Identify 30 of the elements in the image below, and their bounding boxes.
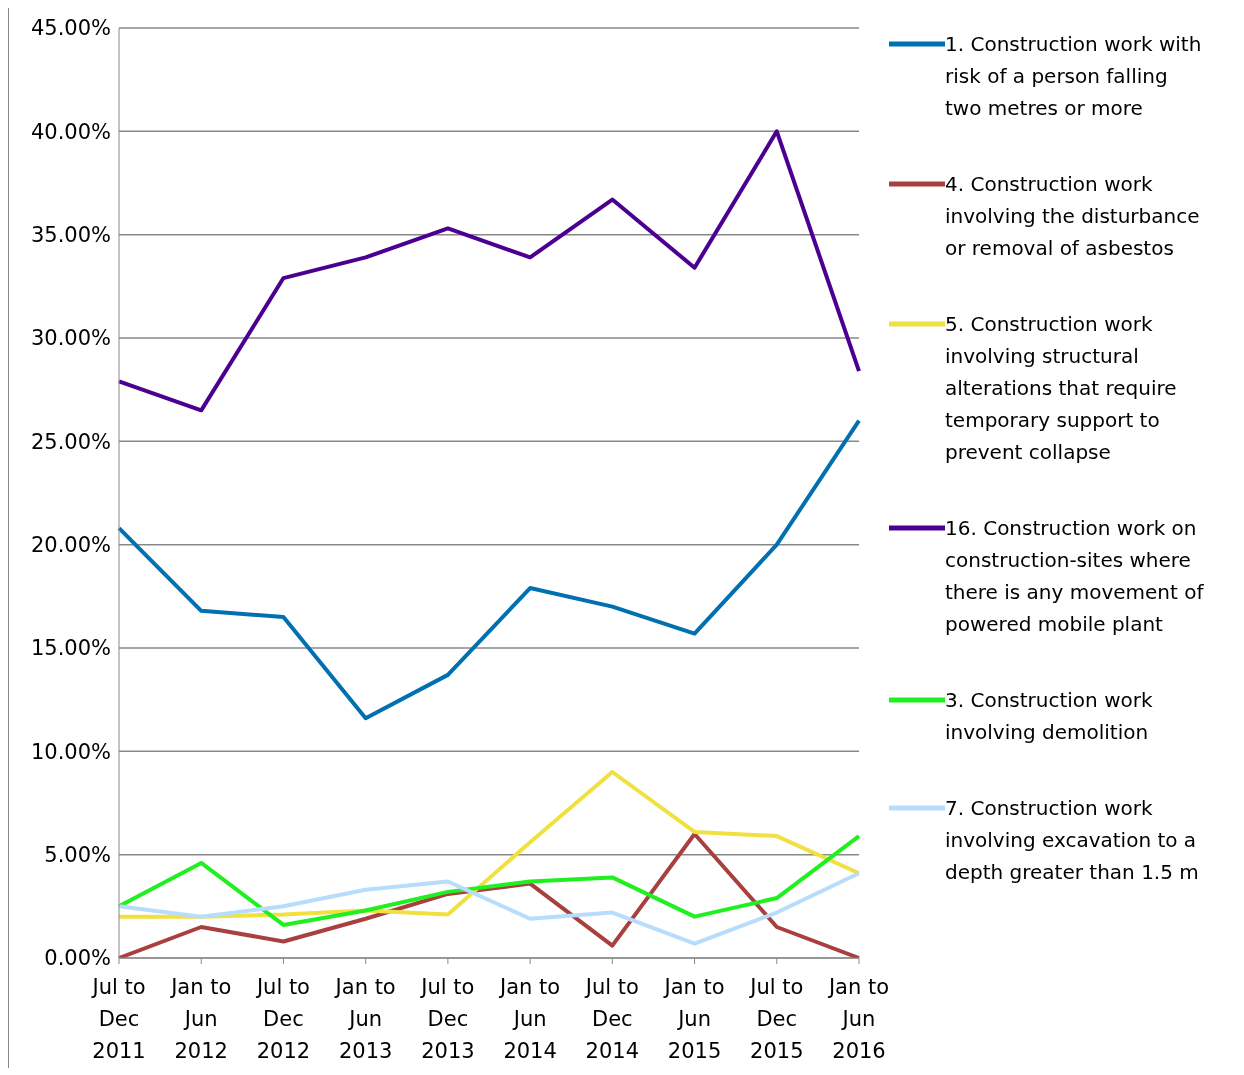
x-tick-label: Jan to Jun 2016 xyxy=(826,975,890,1063)
legend-label: 5. Construction work involving structural alterations that require temporary support to prevent collapse xyxy=(945,311,1178,466)
y-tick-label: 10.00% xyxy=(30,739,111,764)
legend-label: 3. Construction work involving demolition xyxy=(945,687,1154,746)
x-tick-label: Jan to Jun 2013 xyxy=(333,975,396,1063)
legend-label: 4. Construction work involving the disturbance or removal of asbestos xyxy=(945,171,1201,262)
legend-label: 1. Construction work with risk of a person falling two metres or more xyxy=(945,31,1203,122)
x-tick-label: Jul to Dec 2011 xyxy=(90,975,146,1063)
y-tick-label: 40.00% xyxy=(30,119,111,144)
x-tick-label: Jul to Dec 2014 xyxy=(583,975,640,1063)
line-series xyxy=(117,418,861,721)
y-tick-label: 0.00% xyxy=(44,946,111,971)
y-tick-label: 20.00% xyxy=(30,533,111,558)
line-series xyxy=(117,129,861,413)
y-tick-label: 45.00% xyxy=(30,16,111,41)
legend-label: 16. Construction work on construction-sites where there is any movement of powered mobile plant xyxy=(945,515,1205,638)
y-tick-label: 30.00% xyxy=(30,326,111,351)
x-tick-label: Jul to Dec 2012 xyxy=(254,975,311,1063)
x-tick-label: Jan to Jun 2015 xyxy=(662,975,725,1063)
y-tick-label: 15.00% xyxy=(30,636,111,661)
x-tick-label: Jan to Jun 2014 xyxy=(498,975,561,1063)
x-tick-label: Jul to Dec 2015 xyxy=(748,975,804,1063)
line-series xyxy=(117,871,861,946)
y-tick-label: 25.00% xyxy=(30,429,111,454)
legend-label: 7. Construction work involving excavation to a depth greater than 1.5 m xyxy=(945,795,1200,886)
y-tick-label: 35.00% xyxy=(30,223,111,248)
line-series xyxy=(117,834,861,927)
x-tick-label: Jul to Dec 2013 xyxy=(419,975,475,1063)
y-tick-label: 5.00% xyxy=(44,843,111,868)
x-tick-label: Jan to Jun 2012 xyxy=(169,975,232,1063)
